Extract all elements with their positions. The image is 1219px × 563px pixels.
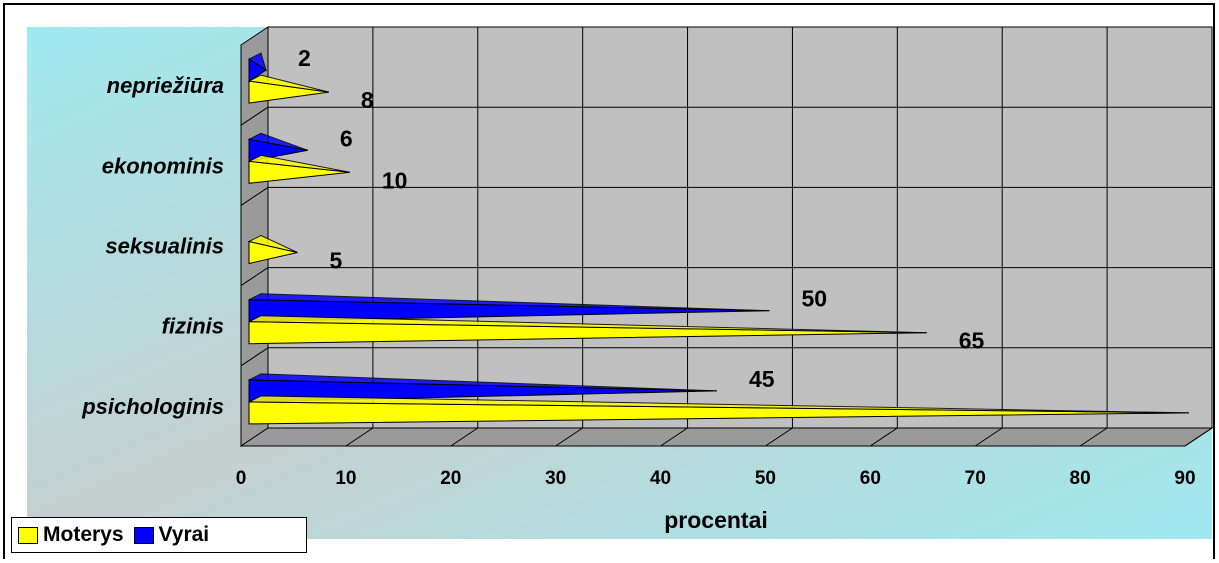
floor-line-60	[870, 427, 898, 447]
data-labels: 90456550510682	[298, 45, 985, 392]
x-tick-30: 30	[545, 468, 566, 489]
x-tick-50: 50	[755, 468, 776, 489]
floor-line-90	[1184, 427, 1213, 447]
plot-wall	[267, 26, 1213, 429]
data-label-vyrai-3: 6	[340, 125, 353, 151]
legend-item-moterys: Moterys	[18, 523, 124, 547]
data-label-moterys-3: 10	[382, 167, 408, 193]
floor-line-50	[765, 427, 793, 447]
x-tick-40: 40	[650, 468, 671, 489]
category-label-3: ekonominis	[102, 153, 224, 178]
bar-moterys-3	[247, 154, 350, 184]
data-label-moterys-1: 65	[959, 328, 985, 354]
bars	[247, 52, 1190, 425]
bar-vyrai-0	[248, 373, 718, 403]
side-grid-line	[240, 267, 269, 287]
side-grid-line	[240, 347, 269, 367]
bar-moterys-2	[247, 234, 298, 265]
category-label-4: nepriežiūra	[107, 73, 224, 98]
data-label-moterys-2: 5	[329, 248, 342, 274]
data-label-vyrai-4: 2	[298, 45, 311, 71]
bar-moterys-4	[247, 74, 330, 104]
category-labels: psichologinis fizinis seksualinis ekonomini…	[81, 73, 224, 419]
floor-line-30	[555, 427, 583, 447]
category-label-0: psichologinis	[81, 394, 224, 419]
x-axis-title: procentai	[664, 507, 768, 533]
legend-item-vyrai: Vyrai	[133, 523, 210, 547]
legend-swatch-vyrai	[133, 526, 154, 544]
category-label-1: fizinis	[162, 314, 224, 339]
floor-line-80	[1079, 427, 1108, 447]
chart-frame	[3, 3, 1215, 559]
bar-moterys-0	[248, 395, 1190, 425]
legend-label-moterys: Moterys	[43, 523, 124, 546]
x-tick-0: 0	[236, 468, 247, 489]
x-tick-10: 10	[335, 468, 356, 489]
grid-lines	[240, 27, 1213, 447]
x-tick-70: 70	[965, 468, 986, 489]
legend: Moterys Vyrai	[11, 517, 307, 553]
floor-line-70	[974, 427, 1003, 447]
bar-vyrai-4	[247, 52, 267, 83]
x-tick-60: 60	[860, 468, 881, 489]
bar-vyrai-1	[248, 293, 770, 323]
data-label-vyrai-1: 50	[801, 286, 827, 312]
x-tick-20: 20	[440, 468, 461, 489]
x-tick-80: 80	[1070, 468, 1091, 489]
floor-line-10	[345, 427, 374, 447]
side-grid-line	[240, 106, 269, 126]
floor-line-40	[660, 427, 688, 447]
side-grid-line	[240, 186, 269, 206]
x-tick-90: 90	[1174, 468, 1195, 489]
data-label-moterys-4: 8	[361, 87, 374, 113]
bar-moterys-1	[248, 315, 927, 345]
legend-swatch-moterys	[18, 526, 38, 544]
x-axis-ticks: 0 10 20 30 40 50 60 70 80 90	[236, 468, 1196, 489]
floor-line-20	[450, 427, 479, 447]
data-label-vyrai-0: 45	[749, 366, 775, 392]
plot-floor	[239, 427, 1214, 447]
category-label-2: seksualinis	[105, 234, 224, 259]
legend-label-vyrai: Vyrai	[158, 523, 210, 546]
